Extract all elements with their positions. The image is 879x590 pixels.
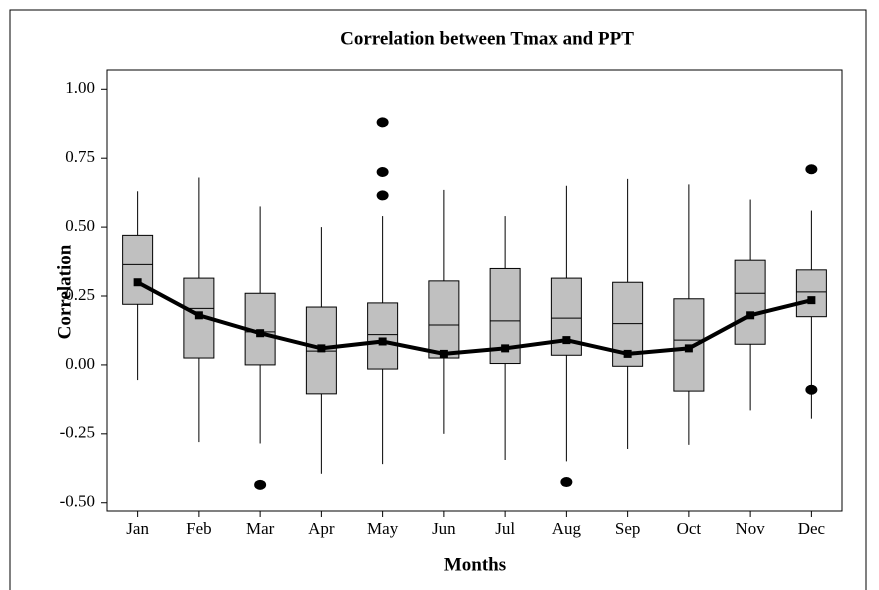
box xyxy=(795,269,827,318)
x-tick-label: Dec xyxy=(798,519,826,538)
x-tick-label: Apr xyxy=(308,519,335,538)
box xyxy=(367,302,399,370)
box xyxy=(428,280,460,359)
y-axis-label: Correlation xyxy=(54,244,75,339)
outlier xyxy=(254,479,267,490)
box xyxy=(122,234,154,305)
mean-marker xyxy=(746,311,755,320)
plot-frame xyxy=(106,69,843,512)
mean-marker xyxy=(194,311,203,320)
outlier xyxy=(805,164,818,175)
x-tick-label: Aug xyxy=(552,519,582,538)
outlier xyxy=(376,117,389,128)
outlier xyxy=(805,384,818,395)
x-tick-label: Sep xyxy=(615,519,641,538)
mean-line xyxy=(136,280,812,356)
x-tick-label: Nov xyxy=(735,519,765,538)
y-tick-label: 0.25 xyxy=(65,285,95,304)
y-tick-label: 0.50 xyxy=(65,216,95,235)
mean-marker xyxy=(256,329,265,338)
mean-marker xyxy=(807,296,816,305)
outlier xyxy=(376,190,389,201)
mean-marker xyxy=(439,349,448,358)
y-tick-label: -0.25 xyxy=(60,423,95,442)
mean-marker xyxy=(378,337,387,346)
x-tick-label: Feb xyxy=(186,519,212,538)
x-tick-label: Jun xyxy=(432,519,456,538)
y-tick-label: 1.00 xyxy=(65,78,95,97)
mean-marker xyxy=(562,336,571,345)
outlier xyxy=(376,166,389,177)
y-tick-label: 0.75 xyxy=(65,147,95,166)
x-tick-label: Jul xyxy=(495,519,515,538)
y-tick-label: 0.00 xyxy=(65,354,95,373)
mean-marker xyxy=(684,344,693,353)
outlier xyxy=(560,477,573,488)
mean-marker xyxy=(501,344,510,353)
box xyxy=(734,259,766,345)
x-axis-label: Months xyxy=(444,554,506,575)
chart-title: Correlation between Tmax and PPT xyxy=(340,28,634,49)
x-tick-label: May xyxy=(367,519,399,538)
mean-marker xyxy=(133,278,142,287)
mean-marker xyxy=(623,349,632,358)
y-tick-label: -0.50 xyxy=(60,492,95,511)
mean-marker xyxy=(317,344,326,353)
x-tick-label: Oct xyxy=(677,519,702,538)
x-tick-label: Mar xyxy=(246,519,275,538)
x-tick-label: Jan xyxy=(126,519,149,538)
